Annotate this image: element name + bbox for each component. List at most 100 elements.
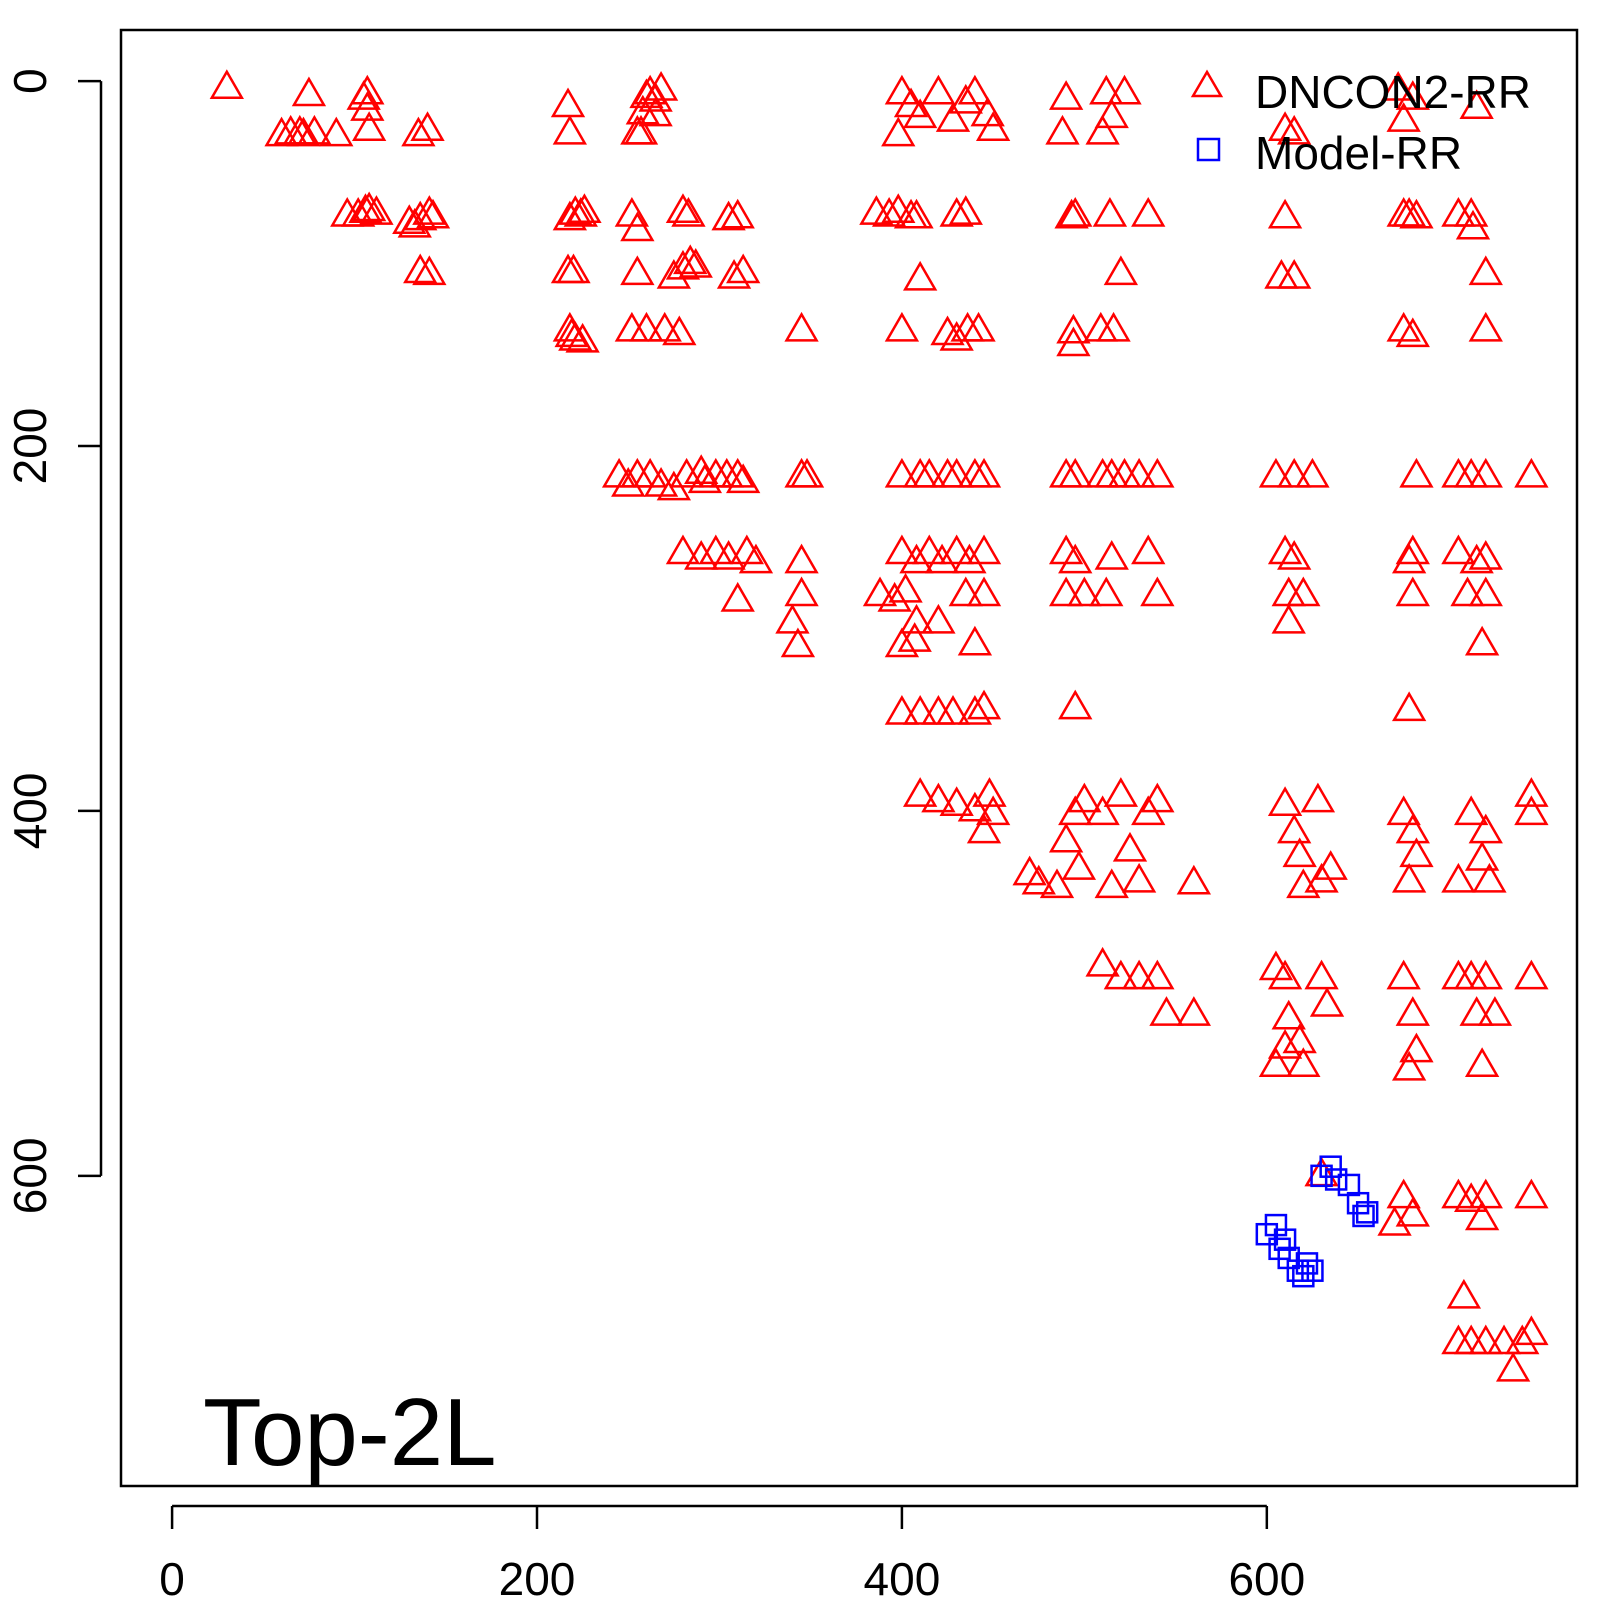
dncon2-rr-point <box>1140 457 1175 488</box>
dncon2-rr-point <box>1112 831 1148 862</box>
dncon2-rr-point <box>902 695 938 725</box>
dncon2-rr-point <box>871 196 907 227</box>
dncon2-rr-point <box>1089 74 1124 105</box>
dncon2-rr-point <box>403 253 438 284</box>
dncon2-rr-point <box>671 196 706 227</box>
dncon2-rr-point <box>1464 1047 1500 1077</box>
dncon2-rr-point <box>1309 986 1345 1017</box>
dncon2-rr-point <box>1446 1278 1482 1309</box>
dncon2-rr-point <box>1391 862 1427 893</box>
dncon2-rr-point <box>921 782 956 813</box>
dncon2-rr-point <box>1085 946 1120 977</box>
dncon2-rr-point <box>1464 841 1500 871</box>
dncon2-rr-point <box>620 255 655 286</box>
model-rr-point <box>1273 1228 1297 1251</box>
dncon2-rr-point <box>1468 576 1503 607</box>
dncon2-rr-point <box>961 311 996 342</box>
dncon2-rr-point <box>948 195 983 225</box>
dncon2-rr-point <box>1468 1324 1503 1355</box>
dncon2-rr-point <box>1277 539 1312 570</box>
dncon2-rr-point <box>884 311 920 342</box>
dncon2-rr-point <box>1514 795 1549 826</box>
legend-label-dncon2-rr: DNCON2-RR <box>1255 66 1531 118</box>
legend-label-model-rr: Model-RR <box>1255 127 1462 179</box>
dncon2-rr-point <box>1313 850 1348 880</box>
dncon2-rr-point <box>726 463 761 494</box>
dncon2-rr-point <box>716 258 752 289</box>
dncon2-rr-point <box>1464 625 1500 656</box>
dncon2-rr-point <box>1381 71 1416 101</box>
dncon2-rr-point <box>1468 255 1503 286</box>
dncon2-rr-point <box>1514 959 1549 990</box>
dncon2-rr-point <box>1441 862 1476 893</box>
dncon2-rr-point <box>673 244 708 275</box>
dncon2-rr-point <box>350 91 385 121</box>
dncon2-rr-point <box>348 193 383 224</box>
dncon2-rr-point <box>351 191 387 222</box>
dncon2-rr-point <box>912 457 947 488</box>
dncon2-rr-point <box>550 87 586 118</box>
dncon2-rr-point <box>1286 1047 1321 1077</box>
dncon2-rr-point <box>1450 576 1485 607</box>
dncon2-rr-point <box>1267 786 1303 817</box>
dncon2-rr-point <box>611 466 646 497</box>
dncon2-rr-point <box>1058 689 1093 720</box>
dncon2-rr-point <box>1486 1324 1522 1355</box>
dncon2-rr-point <box>1140 782 1175 813</box>
dncon2-rr-point <box>1094 539 1129 570</box>
dncon2-rr-point <box>1514 1178 1549 1209</box>
dncon2-rr-point <box>1304 959 1339 990</box>
dncon2-rr-point <box>1048 80 1084 110</box>
model-rr-point <box>1324 1168 1348 1191</box>
dncon2-rr-point <box>1056 326 1091 357</box>
dncon2-rr-point <box>924 543 960 574</box>
dncon2-rr-point <box>1103 777 1139 807</box>
dncon2-rr-point <box>1399 457 1434 488</box>
dncon2-rr-point <box>1267 111 1303 141</box>
dncon2-rr-point <box>1391 543 1427 574</box>
dncon2-rr-point <box>567 193 602 224</box>
plot-frame <box>119 28 1579 1488</box>
dncon2-rr-point <box>1058 196 1093 227</box>
dncon2-rr-point <box>1459 996 1494 1026</box>
dncon2-rr-point <box>1258 457 1294 488</box>
dncon2-rr-point <box>563 196 598 227</box>
dncon2-rr-point <box>629 78 664 109</box>
dncon2-rr-point <box>1395 317 1430 348</box>
dncon2-rr-point <box>711 200 746 231</box>
chart-annotation: Top-2L <box>203 1379 497 1486</box>
dncon2-rr-point <box>902 777 938 807</box>
dncon2-rr-point <box>1058 543 1093 574</box>
dncon2-rr-point <box>935 102 971 132</box>
dncon2-rr-point <box>1395 80 1430 110</box>
dncon2-rr-point <box>350 74 385 105</box>
dncon2-rr-point <box>1140 576 1175 607</box>
dncon2-rr-point <box>665 193 701 224</box>
dncon2-rr-point <box>1441 534 1476 565</box>
dncon2-rr-point <box>1067 576 1102 607</box>
dncon2-rr-point <box>1140 959 1175 990</box>
dncon2-rr-point <box>1282 1023 1317 1054</box>
y-tick-label: 400 <box>4 773 56 850</box>
dncon2-rr-point <box>643 71 679 101</box>
dncon2-rr-point <box>558 195 593 225</box>
dncon2-rr-point <box>1477 996 1513 1026</box>
dncon2-rr-point <box>884 695 920 725</box>
dncon2-rr-point <box>784 543 819 574</box>
dncon2-rr-point <box>1176 864 1212 895</box>
dncon2-rr-point <box>921 74 956 105</box>
dncon2-rr-point <box>1103 959 1139 990</box>
model-rr-point <box>1355 1201 1379 1224</box>
dncon2-rr-point <box>647 311 682 342</box>
dncon2-rr-point <box>1399 198 1434 229</box>
dncon2-rr-point <box>684 539 719 570</box>
dncon2-rr-point <box>351 111 387 141</box>
x-tick-label: 600 <box>1228 1553 1305 1600</box>
dncon2-rr-point <box>1056 313 1091 344</box>
dncon2-rr-point <box>1121 959 1157 990</box>
dncon2-rr-point <box>789 457 825 488</box>
dncon2-rr-point <box>966 534 1002 565</box>
dncon2-rr-point <box>784 311 819 342</box>
dncon2-rr-point <box>1472 862 1507 893</box>
dncon2-rr-point <box>775 603 810 634</box>
